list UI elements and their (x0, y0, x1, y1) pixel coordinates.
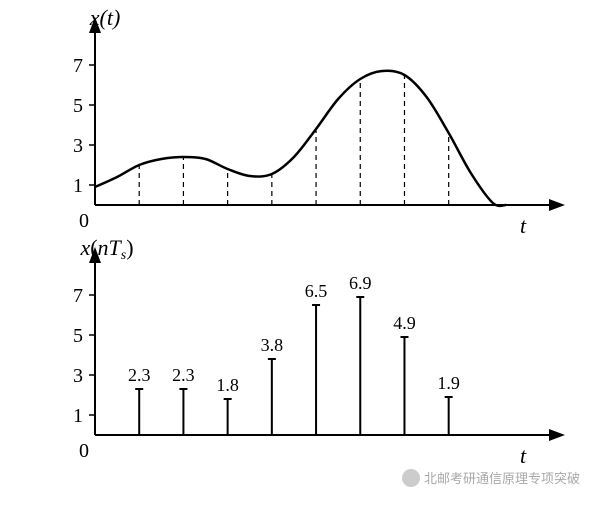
sample-value-label: 1.9 (437, 373, 460, 393)
continuous-signal-curve (95, 71, 506, 206)
svg-text:0: 0 (79, 210, 89, 232)
sample-value-label: 2.3 (172, 365, 195, 385)
svg-text:3: 3 (73, 365, 83, 387)
top-x-label: t (520, 213, 527, 238)
sample-value-label: 6.5 (305, 281, 328, 301)
svg-text:7: 7 (73, 55, 83, 77)
sample-value-label: 3.8 (261, 335, 284, 355)
wechat-icon (402, 469, 420, 487)
svg-text:1: 1 (73, 405, 83, 427)
bottom-x-label: t (520, 443, 527, 468)
sample-value-label: 4.9 (393, 313, 416, 333)
watermark-text: 北邮考研通信原理专项突破 (424, 468, 580, 487)
sample-value-label: 6.9 (349, 273, 372, 293)
sample-value-label: 1.8 (216, 375, 239, 395)
bottom-y-label: x(nTs) (79, 235, 133, 263)
svg-text:5: 5 (73, 325, 83, 347)
svg-text:7: 7 (73, 285, 83, 307)
watermark: 北邮考研通信原理专项突破 (402, 468, 580, 487)
sample-value-label: 2.3 (128, 365, 151, 385)
svg-text:3: 3 (73, 135, 83, 157)
svg-text:5: 5 (73, 95, 83, 117)
top-y-label: x(t) (89, 5, 121, 30)
svg-text:1: 1 (73, 175, 83, 197)
svg-text:0: 0 (79, 440, 89, 462)
